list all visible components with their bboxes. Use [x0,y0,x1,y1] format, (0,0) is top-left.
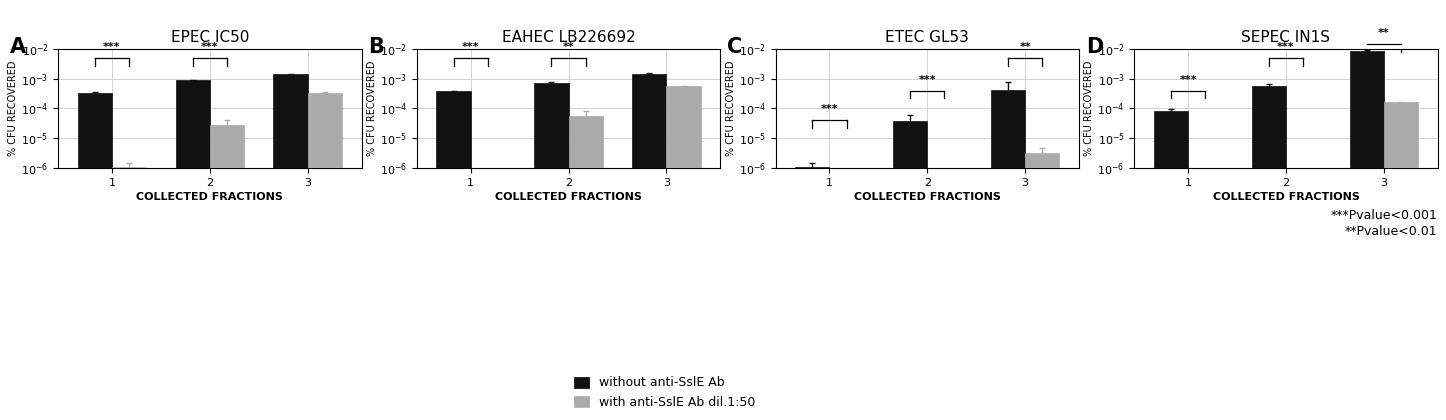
Text: ***: *** [1180,74,1197,84]
Text: ***: *** [821,104,839,114]
Bar [1252,86,1285,420]
Bar [210,125,244,420]
Y-axis label: % CFU RECOVERED: % CFU RECOVERED [726,61,736,156]
Bar [175,80,210,420]
X-axis label: COLLECTED FRACTIONS: COLLECTED FRACTIONS [495,192,642,202]
Text: ***Pvalue<0.001: ***Pvalue<0.001 [1330,210,1437,223]
Bar [308,93,341,420]
Text: ***: *** [201,42,218,52]
Title: EPEC IC50: EPEC IC50 [171,30,249,45]
Y-axis label: % CFU RECOVERED: % CFU RECOVERED [9,61,19,156]
Bar [1154,110,1189,420]
Bar [795,167,830,420]
X-axis label: COLLECTED FRACTIONS: COLLECTED FRACTIONS [136,192,283,202]
Y-axis label: % CFU RECOVERED: % CFU RECOVERED [1084,61,1095,156]
Y-axis label: % CFU RECOVERED: % CFU RECOVERED [367,61,377,156]
Bar [273,74,308,420]
Bar [1384,102,1419,420]
Title: EAHEC LB226692: EAHEC LB226692 [502,30,635,45]
Text: ***: *** [103,42,121,52]
Text: C: C [727,37,742,57]
Text: **: ** [1378,28,1390,38]
Bar [78,94,111,420]
Bar [111,167,146,420]
Text: **: ** [1019,42,1031,52]
Bar [568,116,603,420]
Legend: without anti-SslE Ab, with anti-SslE Ab dil.1:50: without anti-SslE Ab, with anti-SslE Ab … [570,372,761,414]
Bar [1025,153,1060,420]
Bar [535,83,568,420]
Bar [991,90,1025,420]
Bar [894,121,927,420]
Title: ETEC GL53: ETEC GL53 [885,30,969,45]
Title: SEPEC IN1S: SEPEC IN1S [1242,30,1330,45]
Bar [667,87,701,420]
Text: **: ** [562,42,574,52]
X-axis label: COLLECTED FRACTIONS: COLLECTED FRACTIONS [1213,192,1359,202]
Text: ***: *** [461,42,480,52]
Bar [1349,51,1384,420]
Text: B: B [369,37,385,57]
Bar [437,91,471,420]
Text: ***: *** [1277,42,1294,52]
Bar [632,74,667,420]
Text: **Pvalue<0.01: **Pvalue<0.01 [1345,225,1437,238]
Text: D: D [1086,37,1103,57]
Text: A: A [10,37,26,57]
Text: ***: *** [918,74,936,84]
X-axis label: COLLECTED FRACTIONS: COLLECTED FRACTIONS [853,192,1001,202]
